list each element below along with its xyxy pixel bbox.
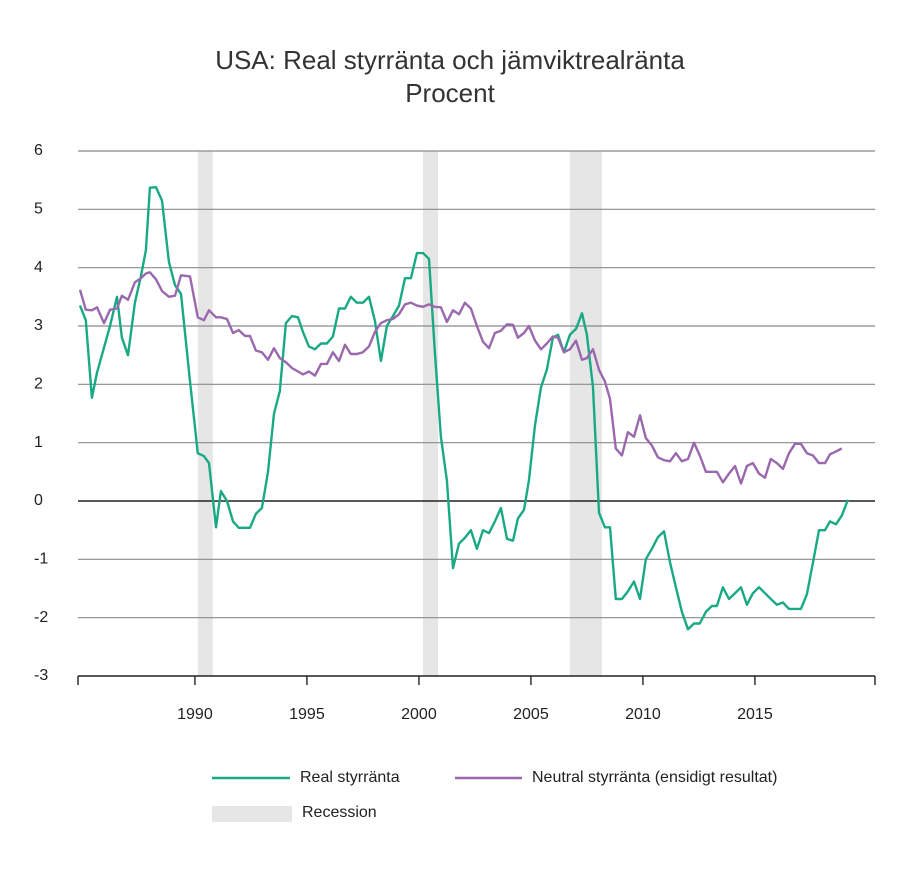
x-tick-label: 2000 [401,706,437,723]
x-tick-label: 1995 [289,706,325,723]
y-tick-label: 4 [34,259,43,276]
chart-title: USA: Real styrränta och jämviktrealränta [215,45,685,75]
y-tick-label: -1 [34,551,48,568]
y-tick-label: 1 [34,434,43,451]
y-tick-label: 3 [34,317,43,334]
x-tick-label: 2005 [513,706,549,723]
y-tick-label: 5 [34,201,43,218]
recession-band [569,151,602,676]
y-tick-label: 6 [34,142,43,159]
recession-band [197,151,213,676]
y-tick-label: -3 [34,667,48,684]
legend-label: Recession [302,804,377,821]
x-tick-label: 2015 [737,706,773,723]
legend-label: Real styrränta [300,769,400,786]
y-tick-label: 2 [34,376,43,393]
legend-swatch [212,806,292,822]
recession-band [422,151,438,676]
chart-subtitle: Procent [405,78,495,108]
series-line [78,271,843,485]
x-tick-label: 2010 [625,706,661,723]
x-tick-label: 1990 [177,706,213,723]
y-tick-label: -2 [34,609,48,626]
y-tick-label: 0 [34,492,43,509]
legend-label: Neutral styrränta (ensidigt resultat) [532,769,777,786]
series-line [78,186,850,631]
